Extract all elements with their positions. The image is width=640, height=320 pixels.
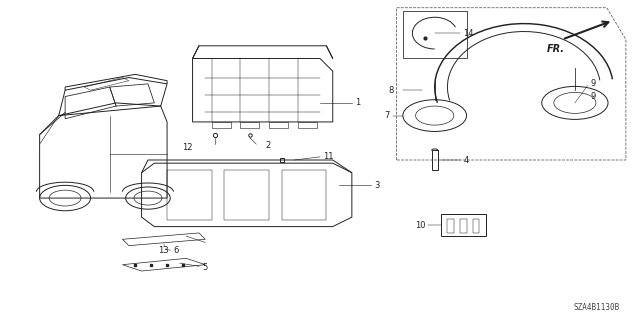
Text: 7: 7 xyxy=(385,111,390,120)
Text: 11: 11 xyxy=(323,152,333,161)
Text: 8: 8 xyxy=(388,86,394,95)
Text: 2: 2 xyxy=(266,141,271,150)
Text: 14: 14 xyxy=(463,28,474,38)
Text: 12: 12 xyxy=(182,143,193,152)
Text: 1: 1 xyxy=(355,99,360,108)
Text: 6: 6 xyxy=(173,246,179,255)
Text: FR.: FR. xyxy=(547,44,564,54)
Text: 10: 10 xyxy=(415,220,425,229)
Text: 13: 13 xyxy=(159,246,169,255)
Text: 4: 4 xyxy=(463,156,468,164)
Text: 9: 9 xyxy=(591,92,596,101)
Text: SZA4B1130B: SZA4B1130B xyxy=(573,303,620,312)
Text: 9: 9 xyxy=(591,79,596,88)
Text: 3: 3 xyxy=(374,181,380,190)
Text: 5: 5 xyxy=(202,263,207,272)
